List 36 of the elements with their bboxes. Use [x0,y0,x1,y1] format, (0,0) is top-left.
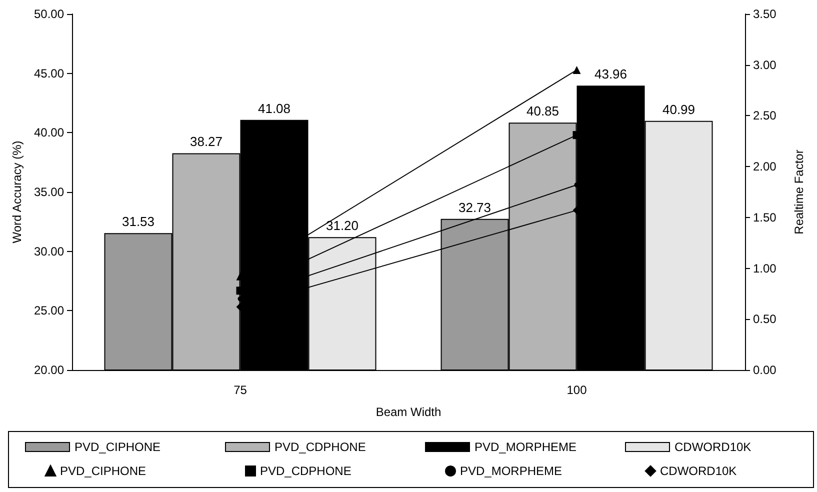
y2-tick-label: 2.50 [753,108,777,123]
y-tick-label: 25.00 [34,304,64,318]
legend-label: PVD_CIPHONE [74,440,161,454]
y-axis-title: Word Accuracy (%) [10,140,24,244]
data-label: 41.08 [258,100,291,116]
y2-axis-title: Realtime Factor [792,150,806,234]
y2-tick-label: 1.50 [753,210,777,224]
data-label: 40.85 [526,104,560,119]
data-label: 31.20 [326,218,359,234]
data-label: 40.99 [662,102,696,117]
y2-tick-label: 3.50 [753,7,777,21]
y2-tick-label: 2.00 [753,160,777,174]
y-tick-label: 50.00 [34,7,64,21]
y-tick-label: 40.00 [34,126,64,140]
x-axis-title: Beam Width [376,405,442,419]
x-tick-label: 100 [566,383,588,397]
data-label: 31.53 [122,214,155,230]
y-tick-label: 20.00 [34,363,64,377]
legend-label: PVD_MORPHEME [460,464,562,478]
y2-tick-label: 1.00 [753,261,777,276]
x-tick-label: 75 [234,383,248,397]
y2-tick-label: 0.00 [753,363,777,377]
y2-tick-label: 0.50 [753,312,777,326]
data-label: 38.27 [190,134,223,150]
legend-label: PVD_CDPHONE [260,464,352,478]
y-tick-label: 30.00 [34,244,64,258]
data-label: 32.73 [458,200,492,215]
y-tick-label: 45.00 [34,66,64,80]
data-label: 43.96 [594,66,628,82]
y-tick-label: 35.00 [34,185,64,199]
legend-label: CDWORD10K [674,440,752,454]
legend-label: PVD_MORPHEME [474,440,577,454]
legend-label: CDWORD10K [660,464,737,478]
legend-label: PVD_CDPHONE [274,440,366,454]
legend-label: PVD_CIPHONE [60,464,146,478]
y2-tick-label: 3.00 [753,58,777,72]
